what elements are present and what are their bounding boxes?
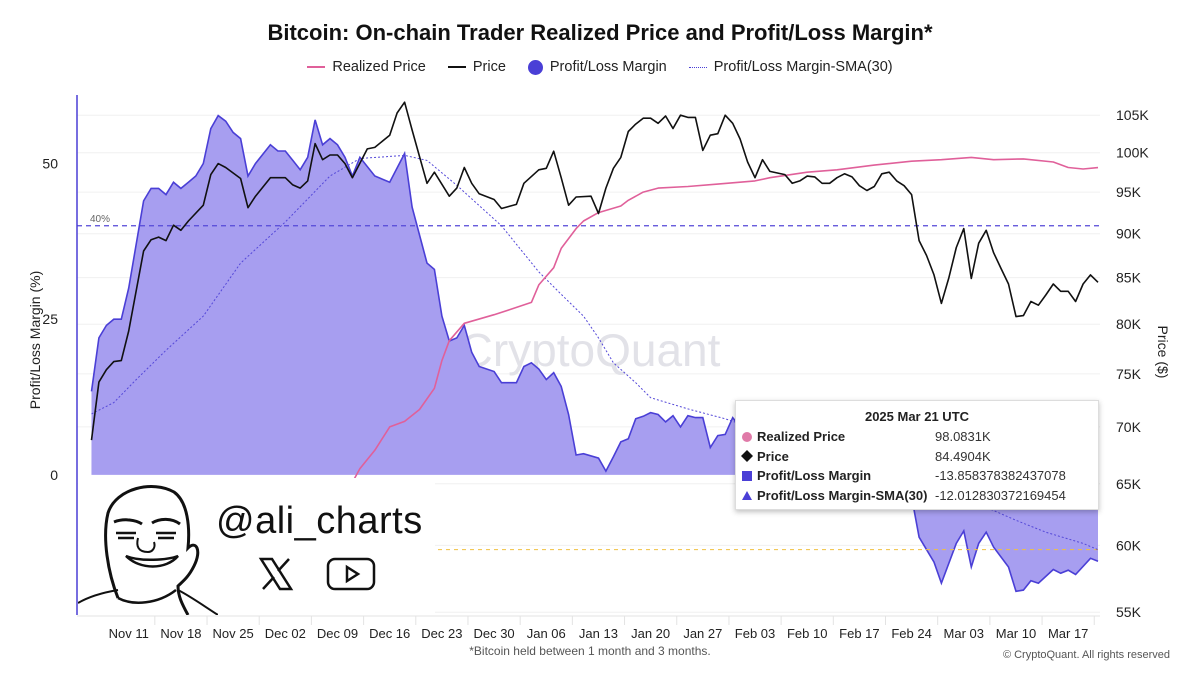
y-right-tick-label: 80K [1116,316,1142,332]
meme-face-image [78,485,218,615]
tooltip-label: Price [757,448,789,464]
price-swatch [447,66,466,68]
x-tick-label: Nov 18 [160,626,201,641]
legend-item-profit-loss-margin[interactable]: Profit/Loss Margin [527,59,667,75]
x-tick-label: Mar 10 [996,626,1036,641]
y-right-tick-label: 90K [1116,226,1142,242]
y-right-tick-label: 60K [1116,537,1142,553]
x-tick-label: Jan 13 [579,626,618,641]
legend-item-realized-price[interactable]: Realized Price [307,59,426,75]
y-right-tick-label: 105K [1116,107,1149,123]
legend-label: Realized Price [332,59,426,75]
youtube-icon[interactable] [326,556,378,592]
legend-label: Profit/Loss Margin-SMA(30) [713,59,893,75]
circle-marker-icon [742,431,752,442]
x-tick-label: Jan 27 [683,626,722,641]
tooltip-value: 98.0831K [935,429,991,445]
margin-swatch [527,59,543,75]
realized-price-swatch [307,66,326,68]
tooltip-label: Profit/Loss Margin [757,468,872,484]
y-right-tick-label: 65K [1116,476,1142,492]
y-right-tick-label: 55K [1116,604,1142,620]
watermark-overlay: @ali_charts [78,478,435,615]
tooltip-row-price: Price 84.4904K [736,447,1098,467]
legend-item-price[interactable]: Price [447,59,506,75]
y-left-tick-label: 50 [42,156,58,172]
x-tick-label: Feb 24 [891,626,931,641]
tooltip-label: Realized Price [757,429,846,445]
x-tick-label: Feb 03 [735,626,775,641]
tooltip-value: -13.858378382437078 [935,468,1066,484]
x-tick-label: Dec 30 [473,626,514,641]
tooltip-row-margin: Profit/Loss Margin -13.858378382437078 [736,466,1098,486]
legend: Realized Price Price Profit/Loss Margin … [0,59,1200,75]
y-right-tick-label: 75K [1116,366,1142,382]
y-left-tick-label: 0 [50,467,58,483]
axes: 55K 60K 65K 70K 75K 80K 85K 90K 95K 100K 105K 0 25 50… [42,107,1149,641]
x-tick-label: Dec 23 [421,626,462,641]
sma-swatch [688,66,707,68]
y-left-label: Profit/Loss Margin (%) [27,271,43,409]
diamond-marker-icon [740,450,754,463]
x-tick-label: Nov 25 [213,626,254,641]
legend-label: Profit/Loss Margin [549,59,667,75]
x-logo-icon[interactable] [258,556,294,592]
y-right-tick-label: 70K [1116,419,1142,435]
tooltip-value: -12.012830372169454 [935,487,1066,503]
x-tick-label: Nov 11 [109,626,149,641]
x-tick-label: Feb 10 [787,626,827,641]
tooltip-row-realized-price: Realized Price 98.0831K [736,427,1098,447]
y-right-tick-label: 85K [1116,270,1142,286]
y-right-label: Price ($) [1155,326,1171,379]
legend-item-margin-sma[interactable]: Profit/Loss Margin-SMA(30) [688,59,893,75]
tooltip-value: 84.4904K [935,448,991,464]
chart-title: Bitcoin: On-chain Trader Realized Price … [267,20,933,45]
x-tick-label: Mar 03 [944,626,984,641]
threshold-label: 40% [90,214,110,225]
square-marker-icon [742,470,752,481]
copyright: © CryptoQuant. All rights reserved [1002,649,1170,661]
author-handle: @ali_charts [216,500,423,542]
y-right-tick-label: 95K [1116,184,1142,200]
tooltip-date: 2025 Mar 21 UTC [864,409,970,424]
x-tick-label: Dec 02 [265,626,306,641]
footnote: *Bitcoin held between 1 month and 3 mont… [469,644,711,658]
data-tooltip: 2025 Mar 21 UTC Realized Price 98.0831K … [735,400,1099,510]
x-tick-label: Jan 06 [527,626,566,641]
margin-line [90,114,1099,593]
y-right-tick-label: 100K [1116,145,1149,161]
x-tick-label: Jan 20 [631,626,670,641]
x-tick-label: Feb 17 [839,626,879,641]
legend-label: Price [472,59,506,75]
margin-sma-line [91,154,1099,551]
x-tick-label: Mar 17 [1048,626,1088,641]
y-left-tick-label: 25 [42,311,58,327]
tooltip-label: Profit/Loss Margin-SMA(30) [757,487,928,503]
x-tick-label: Dec 09 [317,626,358,641]
price-line [90,101,1099,441]
x-tick-label: Dec 16 [369,626,410,641]
tooltip-row-margin-sma: Profit/Loss Margin-SMA(30) -12.012830372… [736,486,1098,506]
triangle-marker-icon [742,490,752,500]
watermark: CryptoQuant [460,324,721,376]
